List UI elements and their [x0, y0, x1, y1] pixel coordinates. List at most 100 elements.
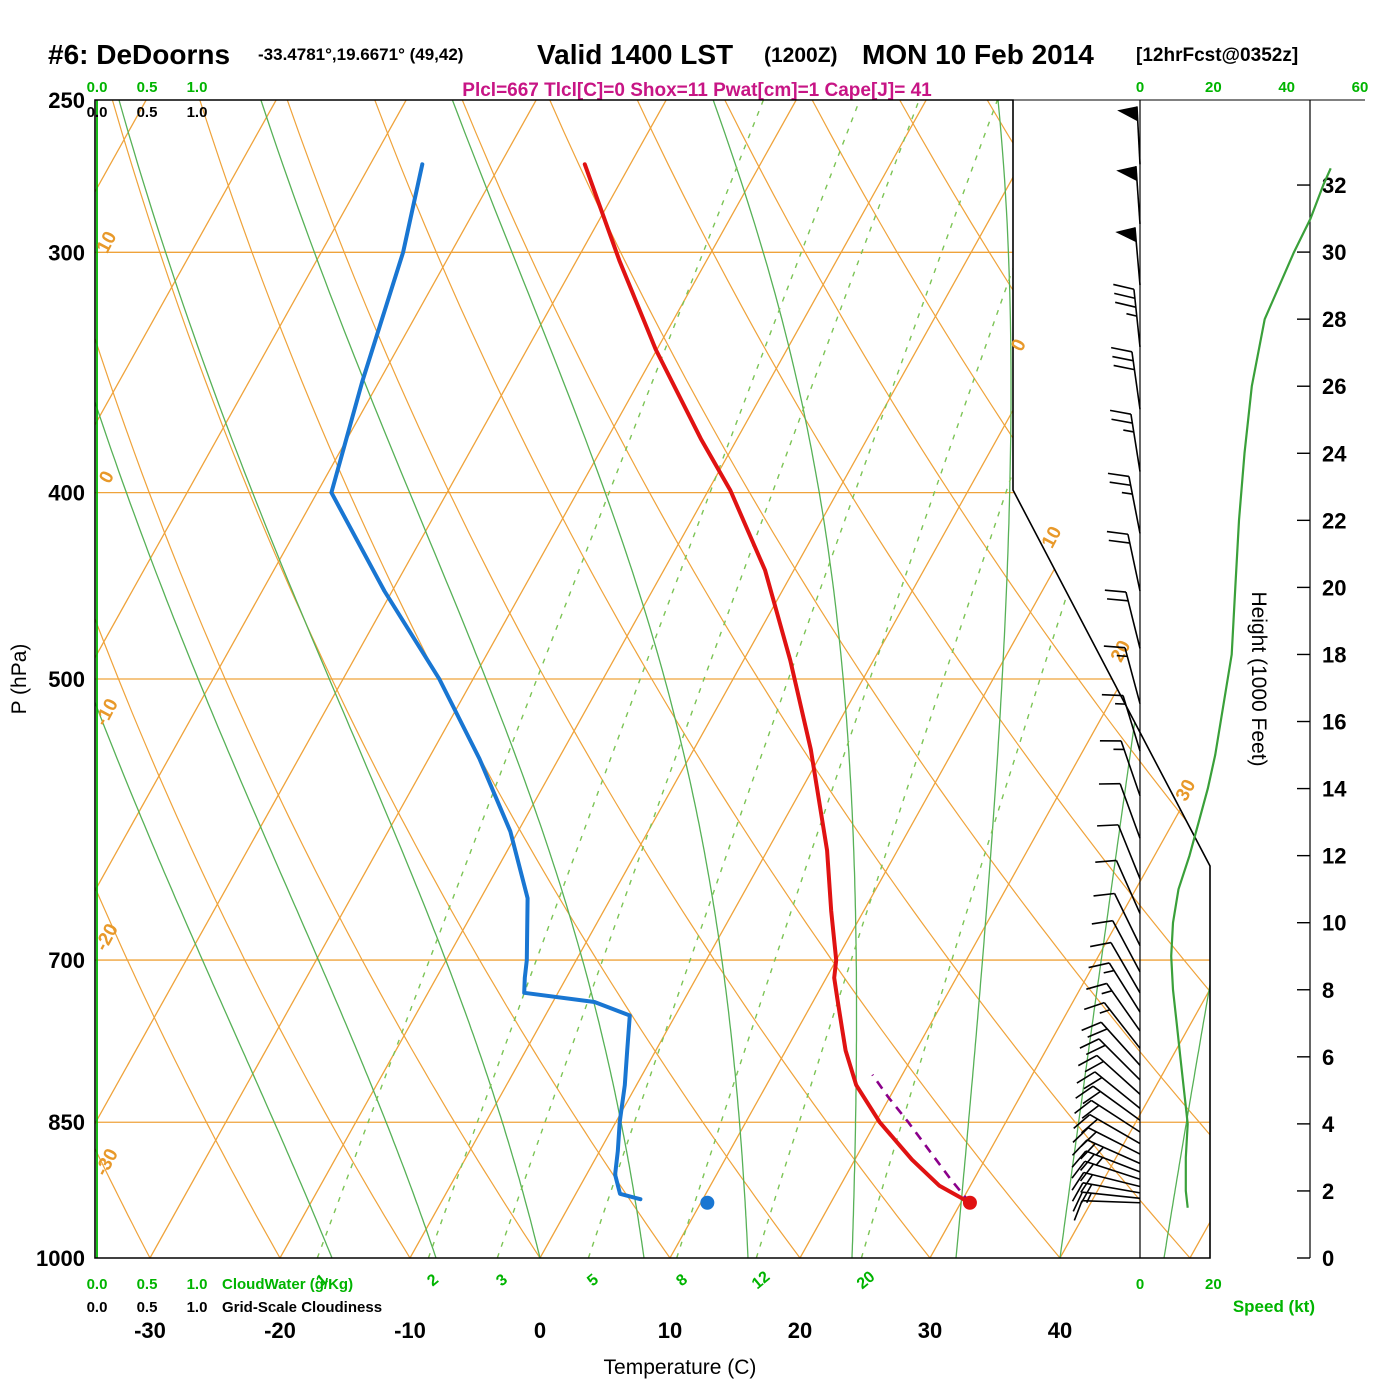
- cloud-scale-label: 1.0: [187, 1276, 208, 1293]
- dry-adiabat-line: [461, 100, 1191, 1258]
- height-tick-label: 2: [1322, 1179, 1334, 1204]
- mixing-ratio-line: [316, 100, 765, 1258]
- cloud-scale-label: 0.5: [137, 104, 158, 121]
- height-tick-label: 0: [1322, 1246, 1334, 1271]
- mixing-ratio-line: [676, 100, 1074, 1258]
- wind-barb: [1106, 530, 1141, 592]
- height-tick-label: 12: [1322, 844, 1346, 869]
- mixing-ratio-label: 20: [854, 1268, 879, 1293]
- cloudiness-axis-title: Grid-Scale Cloudiness: [222, 1299, 382, 1316]
- mixing-ratio-label: 2: [424, 1271, 442, 1290]
- speed-tick-label: 0: [1136, 79, 1144, 96]
- wind-barb: [1101, 693, 1141, 752]
- mixing-ratio-label: 12: [749, 1268, 774, 1293]
- dry-adiabat-line: [286, 100, 931, 1258]
- mixing-ratio-line: [755, 100, 1142, 1258]
- cloud-scale-label: 0.5: [137, 1276, 158, 1293]
- isotherm-line: [95, 100, 277, 1258]
- moist-adiabat-line: [95, 100, 333, 1258]
- speed-tick-label: 60: [1352, 79, 1369, 96]
- temperature-tick-label: -20: [264, 1318, 296, 1343]
- dry-adiabat-line: [111, 100, 671, 1258]
- wind-barb: [1073, 1113, 1141, 1145]
- valid-date: MON 10 Feb 2014: [862, 39, 1094, 70]
- valid-time: Valid 1400 LST: [537, 39, 733, 70]
- isotherm-line: [1189, 100, 1210, 1258]
- height-tick-label: 8: [1322, 978, 1334, 1003]
- temperature-tick-label: 20: [788, 1318, 812, 1343]
- moist-adiabat-line: [1163, 100, 1210, 1258]
- isotherm-line: [95, 100, 407, 1258]
- mixing-ratio-line: [860, 100, 1210, 1258]
- temperature-curve: [582, 162, 972, 1205]
- wind-barb: [1091, 919, 1141, 973]
- zulu-time: (1200Z): [764, 44, 838, 67]
- cloud-scale-label: 1.0: [187, 79, 208, 96]
- height-axis-title: Height (1000 Feet): [1247, 591, 1270, 766]
- isotherm-line: [409, 100, 1057, 1258]
- cloud-scale-label: 0.0: [87, 79, 108, 96]
- wind-barb: [1099, 739, 1141, 797]
- pressure-tick-label: 500: [48, 667, 85, 692]
- dry-adiabat-line: [636, 100, 1210, 1258]
- pressure-tick-label: 400: [48, 481, 85, 506]
- height-tick-label: 16: [1322, 710, 1346, 735]
- background-grid: [95, 100, 1210, 1258]
- wind-barb: [1075, 1085, 1141, 1121]
- cloud-scale-label: 0.0: [87, 1299, 108, 1316]
- dry-adiabat-line: [95, 100, 281, 1258]
- speed-tick-label: 0: [1136, 1276, 1144, 1293]
- height-tick-label: 24: [1322, 441, 1347, 466]
- parcel-path-line: [871, 1073, 971, 1204]
- dry-adiabat-line: [374, 100, 1061, 1258]
- pressure-tick-label: 250: [48, 88, 85, 113]
- height-tick-label: 30: [1322, 240, 1346, 265]
- isotherm-line: [929, 100, 1210, 1258]
- height-tick-label: 4: [1322, 1112, 1335, 1137]
- dry-adiabat-line: [549, 100, 1210, 1258]
- temperature-tick-label: 30: [918, 1318, 942, 1343]
- height-tick-label: 14: [1322, 777, 1347, 802]
- wind-barb: [1115, 227, 1141, 286]
- height-tick-label: 18: [1322, 642, 1346, 667]
- station-title: #6: DeDoorns: [48, 39, 230, 70]
- wind-barbs-group: [1071, 106, 1141, 1221]
- cloud-scale-label: 1.0: [187, 104, 208, 121]
- height-tick-label: 6: [1322, 1045, 1334, 1070]
- temperature-tick-label: 0: [534, 1318, 546, 1343]
- moist-adiabat-line: [451, 100, 749, 1258]
- wind-barb: [1093, 892, 1141, 946]
- wind-barb: [1116, 166, 1141, 225]
- wind-barb: [1110, 346, 1141, 410]
- speed-tick-label: 20: [1205, 79, 1222, 96]
- dry-adiabat-line: [724, 100, 1210, 1258]
- wind-barb: [1107, 472, 1141, 534]
- wind-barb: [1083, 1001, 1141, 1049]
- wind-barb: [1109, 409, 1141, 472]
- temperature-tick-label: -10: [394, 1318, 426, 1343]
- dry-adiabat-line: [199, 100, 801, 1258]
- dry-adiabat-line: [95, 100, 541, 1258]
- wind-barb: [1103, 645, 1141, 704]
- cloud-scale-label: 0.0: [87, 1276, 108, 1293]
- mixing-ratio-label: 8: [673, 1271, 691, 1290]
- pressure-tick-label: 850: [48, 1110, 85, 1135]
- wind-barb: [1071, 1182, 1141, 1204]
- moist-adiabat-line: [712, 100, 858, 1258]
- height-tick-label: 28: [1322, 307, 1346, 332]
- dry-adiabat-line: [95, 100, 411, 1258]
- wind-barb: [1113, 283, 1141, 348]
- height-tick-label: 20: [1322, 575, 1346, 600]
- isotherm-line: [95, 100, 537, 1258]
- wind-barb: [1088, 962, 1141, 1013]
- pressure-tick-label: 700: [48, 948, 85, 973]
- wind-barb: [1098, 782, 1141, 839]
- stability-params: Plcl=667 Tlcl[C]=0 Shox=11 Pwat[cm]=1 Ca…: [462, 80, 932, 101]
- temperature-tick-label: 40: [1048, 1318, 1072, 1343]
- wind-barb: [1117, 106, 1141, 165]
- moist-adiabat-line: [118, 100, 541, 1258]
- pressure-tick-label: 1000: [36, 1246, 85, 1271]
- moist-adiabat-line: [955, 100, 1012, 1258]
